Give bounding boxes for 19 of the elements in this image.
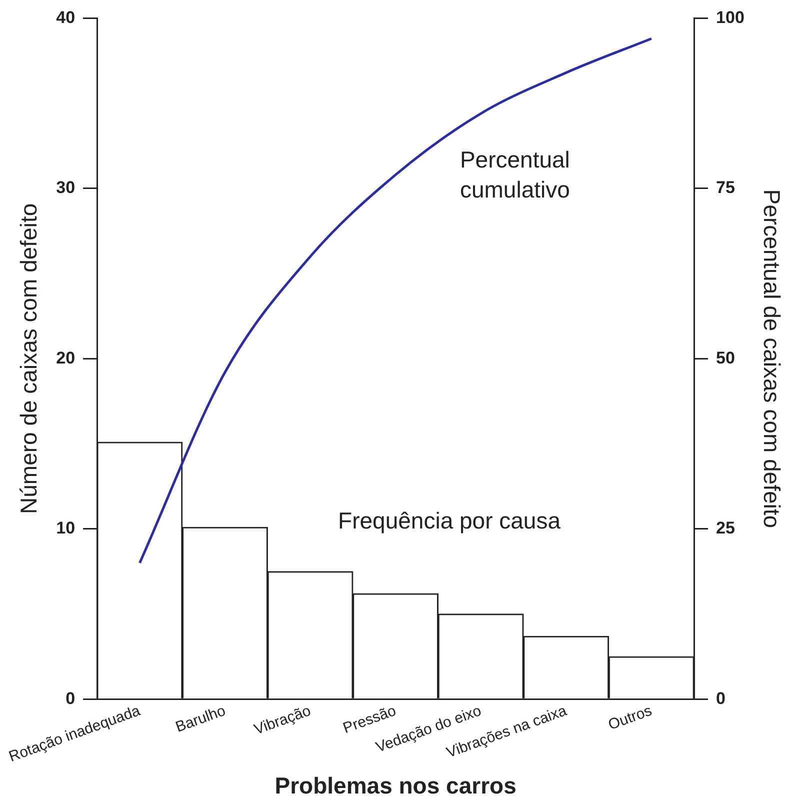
- x-axis-title: Problemas nos carros: [274, 772, 516, 799]
- y-tick-label: 40: [56, 8, 76, 27]
- x-tick-label: Outros: [606, 702, 654, 734]
- y2-tick-label: 25: [716, 518, 735, 538]
- annotation: Percentual cumulativo: [460, 146, 570, 203]
- y-tick-label: 30: [56, 178, 76, 198]
- y2-axis-title: Percentual de caixas com defeito: [758, 189, 785, 528]
- y2-tick-label: 0: [716, 688, 726, 708]
- y-tick-label: 10: [56, 518, 76, 538]
- x-tick-label: Vibração: [252, 702, 314, 738]
- line-series: [138, 37, 653, 564]
- x-tick-label: Barulho: [173, 702, 228, 736]
- y-tick-label: 0: [66, 688, 76, 708]
- y-tick-label: 20: [56, 348, 76, 368]
- y2-tick-label: 100: [716, 8, 744, 27]
- y-axis-title: Número de caixas com defeito: [16, 203, 42, 514]
- y2-tick-label: 75: [716, 178, 735, 198]
- y2-tick-label: 50: [716, 348, 735, 368]
- annotation: Frequência por causa: [338, 507, 561, 534]
